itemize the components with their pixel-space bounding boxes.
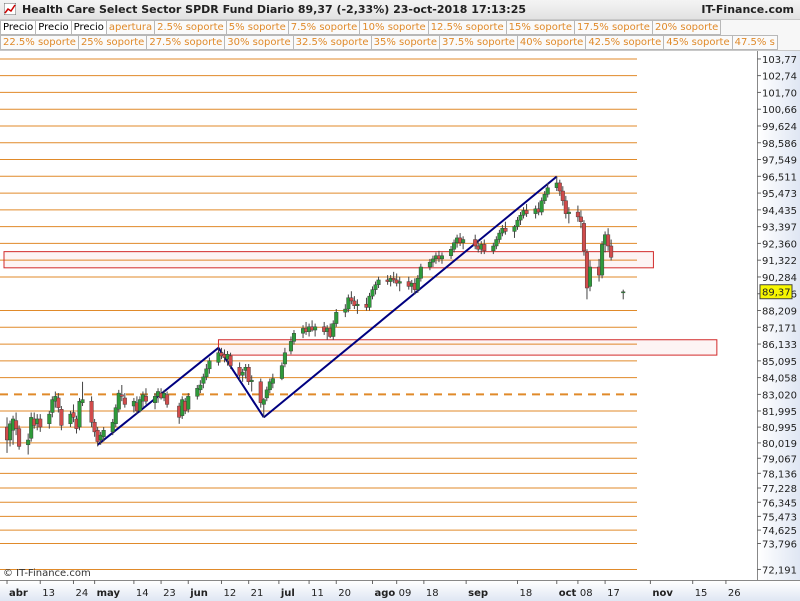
indicator-row1-button-11[interactable]: 20% soporte bbox=[651, 20, 722, 35]
title-bar: Health Care Select Sector SPDR Fund Diar… bbox=[0, 0, 800, 20]
indicator-row2-button-10[interactable]: 47.5% s bbox=[731, 35, 778, 50]
indicator-row1-button-3[interactable]: apertura bbox=[105, 20, 156, 35]
indicator-row1-button-4[interactable]: 2.5% soporte bbox=[154, 20, 227, 35]
chart-app-icon bbox=[4, 3, 16, 15]
indicator-row2-button-5[interactable]: 35% soporte bbox=[370, 35, 440, 50]
copyright-label: © IT-Finance.com bbox=[3, 568, 91, 579]
indicator-row2-button-8[interactable]: 42.5% soporte bbox=[585, 35, 665, 50]
price-axis-panel bbox=[758, 51, 800, 580]
indicator-row2-button-9[interactable]: 45% soporte bbox=[663, 35, 733, 50]
indicator-row1-button-6[interactable]: 7.5% soporte bbox=[287, 20, 361, 35]
indicator-row1-button-10[interactable]: 17.5% soporte bbox=[574, 20, 653, 35]
indicator-row1-button-0[interactable]: Precio bbox=[0, 20, 37, 35]
price-chart-area[interactable] bbox=[0, 51, 758, 580]
brand-label: IT-Finance.com bbox=[701, 3, 794, 16]
indicator-row1-button-5[interactable]: 5% soporte bbox=[225, 20, 289, 35]
indicator-row2-button-2[interactable]: 27.5% soporte bbox=[146, 35, 226, 50]
indicator-row2-button-6[interactable]: 37.5% soporte bbox=[438, 35, 518, 50]
indicator-toolbar-row-2: 22.5% soporte 25% soporte 27.5% soporte 30%… bbox=[0, 35, 800, 51]
indicator-row1-button-9[interactable]: 15% soporte bbox=[505, 20, 576, 35]
indicator-row1-button-1[interactable]: Precio bbox=[35, 20, 72, 35]
window-title: Health Care Select Sector SPDR Fund Diar… bbox=[22, 3, 527, 16]
indicator-row2-button-3[interactable]: 30% soporte bbox=[224, 35, 294, 50]
indicator-row1-button-7[interactable]: 10% soporte bbox=[359, 20, 429, 35]
indicator-row1-button-8[interactable]: 12.5% soporte bbox=[427, 20, 507, 35]
indicator-toolbar-row-1: Precio Precio Precio apertura 2.5% soporte 5%… bbox=[0, 20, 800, 35]
indicator-row2-button-4[interactable]: 32.5% soporte bbox=[292, 35, 372, 50]
indicator-row2-button-7[interactable]: 40% soporte bbox=[516, 35, 587, 50]
date-axis-panel bbox=[0, 580, 800, 601]
indicator-row2-button-1[interactable]: 25% soporte bbox=[77, 35, 148, 50]
indicator-row2-button-0[interactable]: 22.5% soporte bbox=[0, 35, 79, 50]
indicator-row1-button-2[interactable]: Precio bbox=[70, 20, 107, 35]
